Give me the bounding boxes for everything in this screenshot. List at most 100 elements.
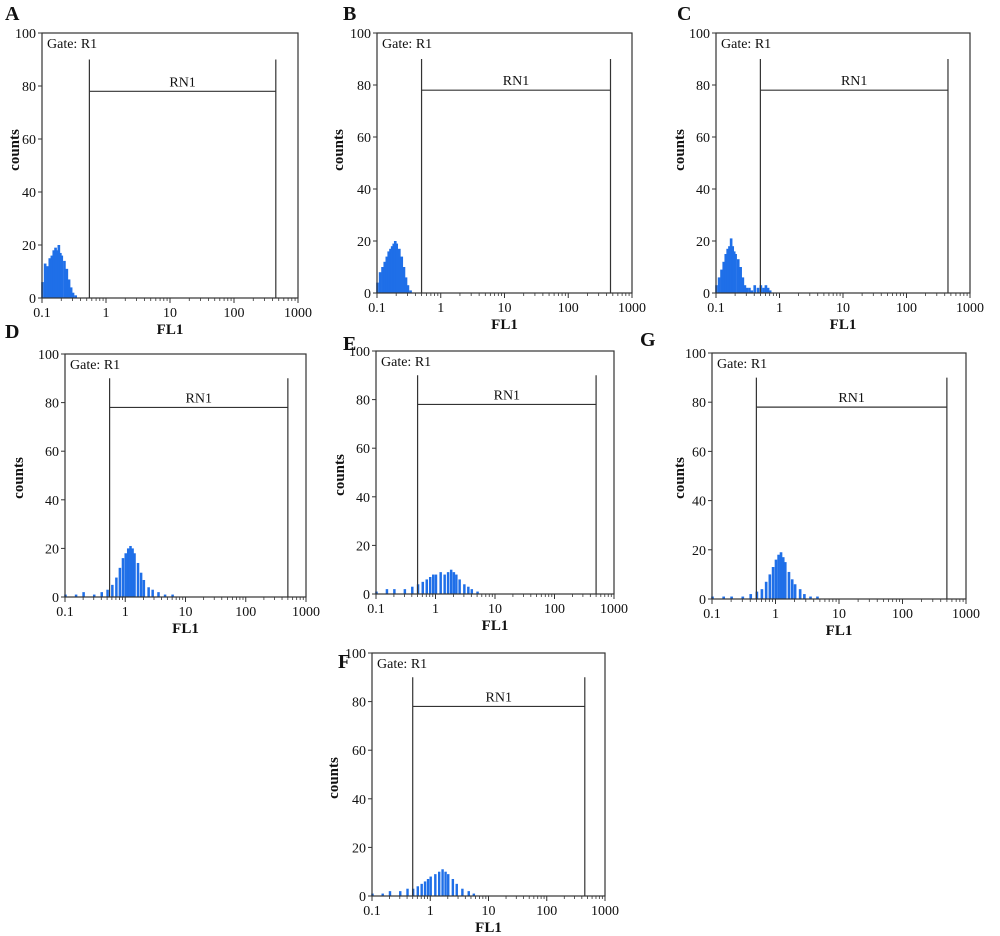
y-tick-label: 60 [352, 744, 366, 759]
y-tick-label: 100 [685, 347, 706, 362]
histogram-bar [402, 267, 406, 293]
y-tick-label: 40 [692, 495, 706, 510]
histogram-bar [472, 893, 476, 896]
panel-letter: B [343, 3, 356, 25]
histogram-bar [446, 572, 450, 594]
panel-letter: A [5, 3, 20, 25]
histogram-bar [798, 589, 802, 599]
histogram-bar [92, 594, 96, 597]
histogram-bar [783, 562, 787, 599]
x-tick-label: 1000 [618, 301, 646, 316]
histogram-bar [60, 255, 64, 298]
histogram-bar [461, 888, 464, 896]
x-tick-label: 0.1 [703, 607, 721, 622]
y-tick-label: 0 [52, 591, 59, 606]
y-tick-label: 60 [45, 445, 59, 460]
histogram-bar [455, 883, 458, 896]
histogram-bar [136, 562, 140, 597]
panel-e: E 0 20 40 60 80 100 0.1 1 10 100 1000 FL1 counts Gate:… [332, 333, 628, 634]
x-tick-label: 10 [163, 306, 177, 321]
histogram-bar [157, 592, 160, 597]
histogram-bar [781, 557, 785, 599]
y-tick-label: 40 [45, 494, 59, 509]
histogram-bar [385, 256, 389, 293]
y-axis-title: counts [11, 457, 27, 499]
y-axis-title: counts [331, 129, 347, 171]
histogram-bar [476, 591, 479, 594]
histogram-bar [724, 254, 728, 293]
x-tick-label: 100 [558, 301, 579, 316]
histogram-bar [779, 552, 783, 599]
plot-frame [711, 352, 967, 600]
panel-b: B 0 20 40 60 80 100 0.1 1 10 100 1000 FL1 counts Gate:… [331, 3, 646, 333]
gate-label: Gate: R1 [70, 358, 120, 373]
x-tick-label: 0.1 [33, 306, 51, 321]
histogram-bar [74, 594, 78, 597]
y-axis-title: counts [332, 454, 348, 496]
y-tick-label: 40 [22, 186, 36, 201]
histogram-bar [741, 596, 745, 599]
histogram-bar [69, 287, 73, 298]
x-tick-label: 1000 [952, 607, 980, 622]
histogram [715, 238, 772, 293]
histogram-bar [425, 579, 428, 594]
panel-a: A 0 20 40 60 80 100 0.1 1 10 100 1000 FL1 counts Gate:… [5, 3, 312, 338]
histogram-bar [429, 876, 432, 896]
histogram-bar [126, 548, 130, 597]
marker-rn1: RN1 [416, 375, 597, 594]
y-tick-label: 40 [696, 183, 710, 198]
histogram-bar [409, 290, 412, 293]
y-tick-label: 100 [345, 647, 366, 662]
y-tick-label: 100 [38, 348, 59, 363]
x-tick-label: 0.1 [363, 904, 381, 919]
x-tick-label: 10 [498, 301, 512, 316]
y-tick-label: 20 [356, 539, 370, 554]
y-axis-title: counts [326, 757, 342, 799]
histogram-bar [411, 586, 414, 594]
histogram-bar [50, 255, 54, 298]
y-tick-label: 60 [356, 442, 370, 457]
histogram-bar [403, 589, 407, 594]
histogram-bar [163, 594, 167, 597]
histogram-bar [764, 581, 768, 599]
histogram-bar [787, 571, 791, 599]
histogram-bar [753, 285, 757, 293]
histogram-bar [392, 243, 396, 293]
histogram-bar [750, 290, 754, 293]
plot-frame [376, 32, 633, 294]
x-tick-label: 1000 [292, 605, 320, 620]
marker-label: RN1 [503, 74, 529, 89]
histogram-bar [722, 261, 726, 293]
panel-f: F 0 20 40 60 80 100 0.1 1 10 100 1000 FL1 counts Gate:… [326, 647, 619, 936]
histogram-bar [133, 553, 136, 597]
panel-letter: C [677, 3, 691, 25]
histogram-bar [398, 248, 401, 293]
x-axis-title: FL1 [157, 322, 184, 338]
histogram-bar [54, 247, 57, 298]
histogram-bar [771, 567, 775, 599]
y-tick-label: 100 [349, 345, 370, 360]
histogram [376, 241, 412, 293]
gate-label: Gate: R1 [721, 37, 771, 52]
histogram-bar [378, 272, 382, 293]
histogram-bar [816, 596, 819, 599]
x-tick-label: 1 [427, 904, 434, 919]
histogram-bar [760, 589, 764, 599]
histogram-bar [458, 579, 461, 594]
y-tick-label: 60 [696, 131, 710, 146]
histogram-bar [739, 267, 742, 293]
histogram-bar [438, 871, 441, 896]
histogram-bar [426, 878, 430, 896]
plot-frame [64, 353, 307, 598]
histogram-bar [129, 545, 132, 597]
histogram-bar [467, 586, 470, 594]
gate-label: Gate: R1 [377, 657, 427, 672]
panel-letter: G [640, 329, 656, 351]
histogram-bar [463, 584, 466, 594]
histogram-bar [46, 266, 49, 298]
histogram-bar [729, 238, 733, 293]
histogram-bar [449, 569, 453, 594]
gate-label: Gate: R1 [381, 355, 431, 370]
x-tick-label: 1000 [956, 301, 984, 316]
